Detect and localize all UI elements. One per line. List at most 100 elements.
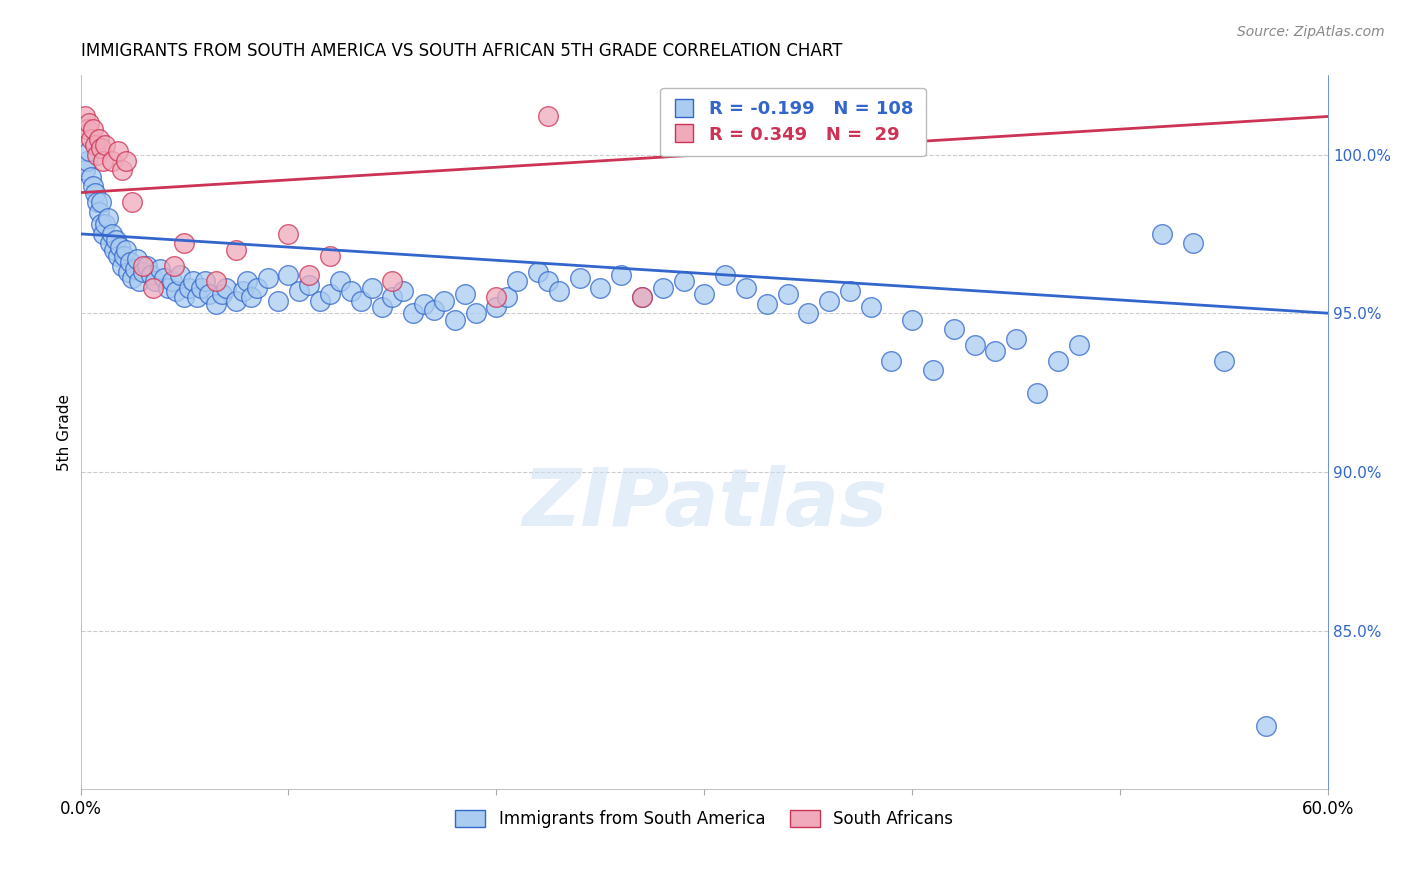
Point (194, 275, 217, 289)
Point (589, 281, 612, 295)
Point (117, 265, 139, 279)
Point (90, 141, 112, 155)
Point (547, 284, 569, 298)
Point (246, 281, 269, 295)
Point (128, 275, 150, 289)
Point (104, 233, 127, 247)
Point (631, 290, 654, 304)
Point (124, 261, 146, 276)
Point (1026, 385, 1049, 400)
Point (485, 290, 508, 304)
Point (776, 287, 799, 301)
Point (90, 218, 112, 232)
Point (132, 259, 155, 273)
Point (94, 138, 117, 153)
Point (610, 268, 633, 282)
Point (107, 145, 129, 159)
Point (211, 287, 233, 301)
Point (173, 236, 195, 251)
Point (225, 293, 247, 308)
Point (277, 268, 299, 282)
Point (141, 268, 163, 282)
Point (350, 293, 373, 308)
Point (1181, 236, 1204, 251)
Point (142, 281, 165, 295)
Text: IMMIGRANTS FROM SOUTH AMERICA VS SOUTH AFRICAN 5TH GRADE CORRELATION CHART: IMMIGRANTS FROM SOUTH AMERICA VS SOUTH A… (80, 42, 842, 60)
Point (169, 268, 191, 282)
Point (148, 261, 170, 276)
Point (236, 275, 259, 289)
Point (177, 281, 200, 295)
Point (90, 195, 112, 210)
Point (215, 281, 238, 295)
Point (672, 275, 695, 289)
Point (880, 353, 903, 368)
Point (464, 306, 486, 320)
Point (121, 195, 143, 210)
Point (165, 284, 187, 298)
Point (256, 271, 278, 285)
Point (111, 163, 134, 178)
Y-axis label: 5th Grade: 5th Grade (58, 393, 72, 471)
Point (76, 122, 98, 136)
Point (859, 300, 882, 314)
Point (89, 131, 111, 145)
Point (797, 306, 820, 320)
Point (186, 290, 208, 304)
Point (755, 296, 778, 310)
Point (204, 296, 226, 310)
Point (84, 138, 107, 153)
Point (402, 306, 425, 320)
Point (120, 255, 142, 269)
Point (82, 122, 104, 136)
Point (240, 290, 263, 304)
Point (125, 252, 148, 267)
Point (93, 227, 115, 241)
Point (1150, 227, 1173, 241)
Point (527, 265, 550, 279)
Point (103, 243, 125, 257)
Point (225, 243, 247, 257)
Point (485, 300, 508, 314)
Point (433, 293, 456, 308)
Point (100, 227, 122, 241)
Point (1005, 332, 1028, 346)
Point (942, 322, 965, 336)
Point (1213, 353, 1236, 368)
Point (152, 271, 174, 285)
Point (288, 284, 311, 298)
Point (319, 249, 342, 263)
Point (160, 275, 183, 289)
Point (714, 268, 737, 282)
Point (922, 363, 945, 377)
Point (89, 204, 111, 219)
Point (181, 275, 204, 289)
Point (838, 284, 860, 298)
Point (98, 236, 121, 251)
Point (537, 110, 560, 124)
Point (412, 296, 434, 310)
Point (984, 344, 1007, 359)
Point (136, 259, 159, 273)
Point (391, 284, 413, 298)
Point (73, 163, 96, 178)
Point (145, 275, 167, 289)
Point (631, 290, 654, 304)
Point (94, 218, 117, 232)
Point (77, 116, 100, 130)
Point (82, 179, 104, 194)
Point (108, 239, 131, 253)
Point (298, 268, 321, 282)
Point (100, 153, 122, 168)
Point (340, 284, 363, 298)
Text: Source: ZipAtlas.com: Source: ZipAtlas.com (1237, 25, 1385, 39)
Point (84, 186, 107, 200)
Point (360, 281, 382, 295)
Point (93, 153, 115, 168)
Point (77, 145, 100, 159)
Point (111, 259, 134, 273)
Point (423, 303, 446, 318)
Point (537, 275, 560, 289)
Point (1067, 338, 1090, 352)
Point (198, 287, 221, 301)
